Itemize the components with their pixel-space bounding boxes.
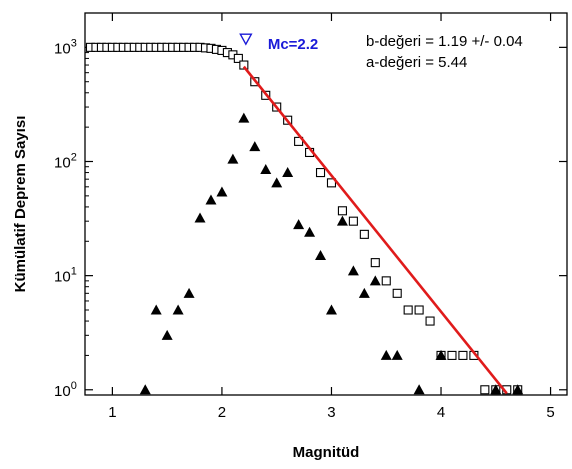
- mc-marker-group: Mc=2.2: [239, 33, 318, 53]
- cumulative-point: [348, 216, 358, 226]
- count-point: [238, 112, 250, 123]
- y-axis-title: Kümülatif Deprem Sayısı: [12, 116, 29, 293]
- y-tick-exponent: 3: [71, 37, 77, 49]
- x-tick-label: 3: [327, 404, 335, 421]
- data-points: [85, 42, 524, 395]
- fit-line: [242, 65, 508, 395]
- cumulative-point: [381, 276, 391, 286]
- count-point: [336, 215, 348, 226]
- y-tick-base: 10: [54, 269, 71, 286]
- cumulative-point: [403, 305, 413, 315]
- cumulative-point: [239, 60, 249, 70]
- y-tick-label: 101: [54, 266, 77, 286]
- count-point: [304, 226, 316, 237]
- x-tick-label: 4: [437, 404, 445, 421]
- count-point: [358, 287, 370, 298]
- count-point: [249, 141, 261, 152]
- count-point: [347, 265, 359, 276]
- cumulative-point: [447, 350, 457, 360]
- count-point: [293, 219, 305, 230]
- plot-frame: [84, 12, 568, 396]
- count-point: [260, 164, 272, 175]
- count-point: [183, 287, 195, 298]
- y-tick-exponent: 0: [71, 380, 77, 392]
- x-tick-label: 5: [546, 404, 554, 421]
- count-point: [391, 349, 403, 360]
- x-tick-label: 2: [218, 404, 226, 421]
- count-point: [194, 212, 206, 223]
- cumulative-point: [480, 385, 490, 395]
- x-tick-label: 1: [108, 404, 116, 421]
- count-point: [150, 304, 162, 315]
- cumulative-point: [370, 258, 380, 268]
- y-tick-exponent: 2: [71, 151, 77, 163]
- count-point: [413, 384, 425, 395]
- count-point: [172, 304, 184, 315]
- cumulative-point: [425, 316, 435, 326]
- mc-triangle-marker: [239, 33, 253, 46]
- count-point: [205, 194, 217, 205]
- count-point: [282, 167, 294, 178]
- a-value-annotation: a-değeri = 5.44: [366, 54, 467, 71]
- count-point: [271, 177, 283, 188]
- cumulative-point: [392, 288, 402, 298]
- cumulative-point: [337, 206, 347, 216]
- count-point: [227, 153, 239, 164]
- cumulative-point: [359, 229, 369, 239]
- count-point: [380, 349, 392, 360]
- count-point: [325, 304, 337, 315]
- count-point: [161, 329, 173, 340]
- mc-label: Mc=2.2: [268, 36, 318, 53]
- count-point: [512, 384, 524, 395]
- count-point: [490, 384, 502, 395]
- count-point: [435, 349, 447, 360]
- y-tick-base: 10: [54, 154, 71, 171]
- y-tick-label: 100: [54, 380, 77, 400]
- count-point: [139, 384, 151, 395]
- y-tick-base: 10: [54, 383, 71, 400]
- cumulative-point: [233, 53, 243, 63]
- y-tick-base: 10: [54, 40, 71, 57]
- cumulative-point: [326, 178, 337, 188]
- count-point: [369, 275, 381, 286]
- y-tick-label: 102: [54, 151, 77, 171]
- cumulative-point: [458, 350, 468, 360]
- x-axis-title: Magnitüd: [293, 444, 360, 461]
- b-value-annotation: b-değeri = 1.19 +/- 0.04: [366, 33, 523, 50]
- cumulative-point: [315, 168, 326, 178]
- x-axis: 1 2 3 4 5: [108, 13, 555, 421]
- count-point: [216, 186, 228, 197]
- count-point: [315, 250, 327, 261]
- cumulative-point: [414, 305, 424, 315]
- y-tick-label: 103: [54, 37, 77, 57]
- y-tick-exponent: 1: [71, 266, 77, 278]
